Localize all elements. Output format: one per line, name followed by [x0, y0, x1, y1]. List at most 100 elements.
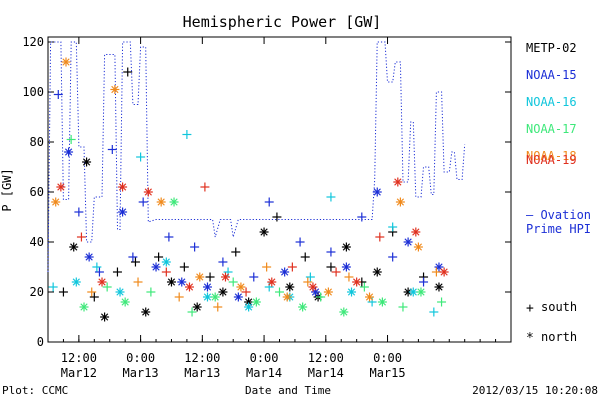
point-noaa-15 [264, 197, 274, 207]
point-noaa-19 [184, 282, 194, 292]
point-noaa-18 [61, 57, 71, 67]
point-noaa-19 [331, 267, 341, 277]
point-noaa-19 [352, 277, 362, 287]
point-noaa-15 [128, 252, 138, 262]
legend-marker-south-symbol: + [526, 301, 534, 316]
point-noaa-19 [76, 232, 86, 242]
x-axis-ticks: 12:00Mar120:00Mar1312:00Mar130:00Mar1412… [47, 37, 512, 380]
footer-timestamp: 2012/03/15 10:20:08 [472, 384, 598, 397]
point-noaa-15 [177, 277, 187, 287]
point-noaa-18 [156, 197, 166, 207]
point-metp-02 [141, 307, 151, 317]
point-noaa-15 [249, 272, 259, 282]
point-metp-02 [112, 267, 122, 277]
point-noaa-16 [115, 287, 125, 297]
point-noaa-17 [437, 297, 447, 307]
point-noaa-18 [110, 85, 120, 94]
point-noaa-19 [143, 187, 153, 197]
point-metp-02 [82, 157, 92, 167]
point-noaa-19 [118, 182, 128, 192]
point-noaa-19 [411, 227, 421, 237]
point-metp-02 [218, 287, 228, 297]
point-noaa-17 [169, 197, 179, 207]
point-noaa-18 [174, 292, 184, 302]
y-tick-label: 80 [30, 135, 44, 149]
point-noaa-19 [267, 277, 277, 287]
point-noaa-16 [71, 277, 81, 287]
point-noaa-15 [118, 207, 128, 217]
point-noaa-16 [161, 257, 171, 267]
point-noaa-16 [429, 307, 439, 317]
x-tick-label-time: 0:00 [250, 351, 279, 365]
point-noaa-18 [365, 292, 375, 302]
legend-ovation-line2: Prime HPI [526, 222, 591, 236]
point-noaa-15 [64, 147, 74, 157]
point-noaa-15 [388, 252, 398, 262]
data-points [48, 57, 449, 322]
point-noaa-15 [164, 232, 174, 242]
point-noaa-18 [195, 272, 205, 282]
point-noaa-17 [187, 307, 197, 317]
x-tick-label-date: Mar15 [369, 366, 405, 380]
point-noaa-16 [48, 282, 58, 292]
point-metp-02 [205, 272, 215, 282]
legend-marker-south-label: south [541, 300, 577, 314]
point-metp-02 [130, 257, 140, 267]
point-noaa-15 [74, 207, 84, 217]
footer-plot-source: Plot: CCMC [2, 384, 68, 397]
point-noaa-17 [251, 297, 261, 307]
legend-entry-noaa-15: NOAA-15 [526, 68, 577, 82]
y-tick-label: 40 [30, 235, 44, 249]
point-noaa-15 [218, 257, 228, 267]
point-noaa-17 [416, 287, 426, 297]
point-noaa-15 [202, 282, 212, 292]
y-axis-ticks: 0 20 40 60 80 100 120 [22, 35, 511, 349]
point-noaa-17 [228, 277, 238, 287]
point-noaa-16 [408, 287, 418, 297]
legend-entry-noaa-19: NOAA-19 [526, 153, 577, 167]
point-noaa-16 [326, 192, 336, 202]
point-noaa-17 [79, 302, 89, 312]
legend-marker-north-symbol: * [526, 331, 534, 346]
point-noaa-15 [190, 242, 200, 252]
point-noaa-17 [316, 292, 326, 302]
point-noaa-18 [236, 282, 246, 292]
point-metp-02 [285, 282, 295, 292]
legend: METP-02 NOAA-15 NOAA-16 NOAA-17 NOAA-18 … [526, 41, 591, 346]
point-noaa-17 [210, 292, 220, 302]
point-noaa-17 [146, 287, 156, 297]
y-tick-label: 120 [22, 35, 44, 49]
point-noaa-16 [244, 302, 254, 312]
point-noaa-17 [398, 302, 408, 312]
point-noaa-18 [51, 197, 61, 207]
point-noaa-15 [94, 267, 104, 277]
point-noaa-15 [326, 247, 336, 257]
point-noaa-15 [372, 187, 382, 197]
point-noaa-16 [388, 222, 398, 232]
point-noaa-15 [138, 197, 148, 207]
chart-title: Hemispheric Power [GW] [183, 13, 382, 31]
ovation-hpi-line [47, 41, 466, 273]
point-metp-02 [58, 287, 68, 297]
x-tick-label-time: 12:00 [184, 351, 220, 365]
y-tick-label: 60 [30, 185, 44, 199]
point-noaa-16 [347, 287, 357, 297]
point-noaa-15 [107, 145, 117, 154]
legend-marker-north-label: north [541, 330, 577, 344]
point-noaa-19 [241, 287, 251, 297]
footer-x-axis-label: Date and Time [245, 384, 331, 397]
legend-entry-noaa-18: NOAA-18 [526, 149, 577, 163]
legend-entry-noaa-16: NOAA-16 [526, 95, 577, 109]
point-noaa-15 [295, 237, 305, 247]
point-metp-02 [154, 252, 164, 262]
point-noaa-19 [375, 232, 385, 242]
point-noaa-19 [161, 267, 171, 277]
point-noaa-17 [102, 282, 112, 292]
x-tick-label-date: Mar13 [123, 366, 159, 380]
x-tick-label-time: 12:00 [61, 351, 97, 365]
point-noaa-17 [275, 287, 284, 297]
point-noaa-18 [303, 277, 313, 287]
y-tick-label: 100 [22, 85, 44, 99]
point-metp-02 [100, 312, 110, 322]
point-noaa-18 [282, 292, 292, 302]
